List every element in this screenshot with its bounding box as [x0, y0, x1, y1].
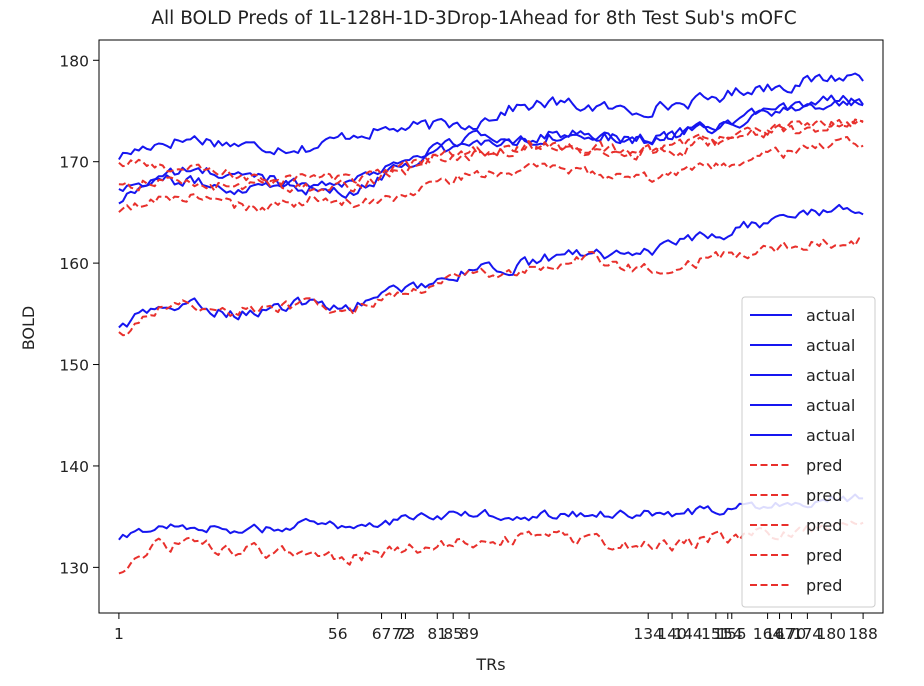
chart-title: All BOLD Preds of 1L-128H-1D-3Drop-1Ahea… [151, 8, 796, 29]
series-line-pred [118, 136, 864, 213]
y-tick-label: 180 [59, 52, 89, 70]
x-tick-label: 144 [673, 625, 703, 643]
x-tick-label: 89 [459, 625, 479, 643]
series-line-actual [118, 493, 864, 541]
x-tick-label: 134 [633, 625, 663, 643]
legend-label: actual [806, 366, 855, 385]
x-tick-label: 72 [392, 625, 412, 643]
y-tick-label: 130 [59, 559, 89, 577]
y-tick-label: 160 [59, 255, 89, 273]
x-tick-label: 73 [396, 625, 416, 643]
y-axis-label: BOLD [19, 306, 38, 351]
x-tick-label: 67 [372, 625, 392, 643]
legend-label: actual [806, 336, 855, 355]
x-tick-label: 188 [848, 625, 878, 643]
legend-label: pred [806, 576, 842, 595]
x-tick-label: 56 [328, 625, 348, 643]
legend: actual actual actual actual actual pred pred pr… [741, 296, 876, 608]
legend-label: pred [806, 456, 842, 475]
x-tick-label: 151 [701, 625, 731, 643]
y-tick-label: 150 [59, 357, 89, 375]
series-line-pred [118, 520, 864, 575]
x-tick-label: 167 [765, 625, 795, 643]
series-line-pred [118, 118, 864, 194]
series-line-actual [118, 203, 864, 329]
x-tick-label: 174 [793, 625, 823, 643]
legend-label: pred [806, 486, 842, 505]
x-tick-label: 170 [777, 625, 807, 643]
legend-label: actual [806, 426, 855, 445]
y-axis-ticks: 130 140 150 160 170 180 [59, 52, 99, 577]
x-tick-label: 140 [657, 625, 687, 643]
x-tick-label: 155 [717, 625, 747, 643]
series-line-actual [118, 72, 864, 161]
x-tick-label: 180 [816, 625, 846, 643]
x-tick-label: 164 [753, 625, 783, 643]
y-tick-label: 140 [59, 458, 89, 476]
legend-label: actual [806, 306, 855, 325]
legend-label: pred [806, 516, 842, 535]
x-tick-label: 85 [443, 625, 463, 643]
series-line-actual [118, 97, 864, 196]
series-line-actual [118, 94, 864, 205]
legend-label: pred [806, 546, 842, 565]
plot-area [98, 39, 884, 614]
x-tick-label: 154 [713, 625, 743, 643]
series-line-pred [118, 236, 864, 337]
series-layer [118, 72, 864, 575]
y-tick-label: 170 [59, 154, 89, 172]
x-tick-label: 81 [427, 625, 447, 643]
series-line-pred [118, 118, 864, 186]
legend-label: actual [806, 396, 855, 415]
x-tick-label: 1 [114, 625, 124, 643]
x-axis-label: TRs [475, 655, 505, 674]
